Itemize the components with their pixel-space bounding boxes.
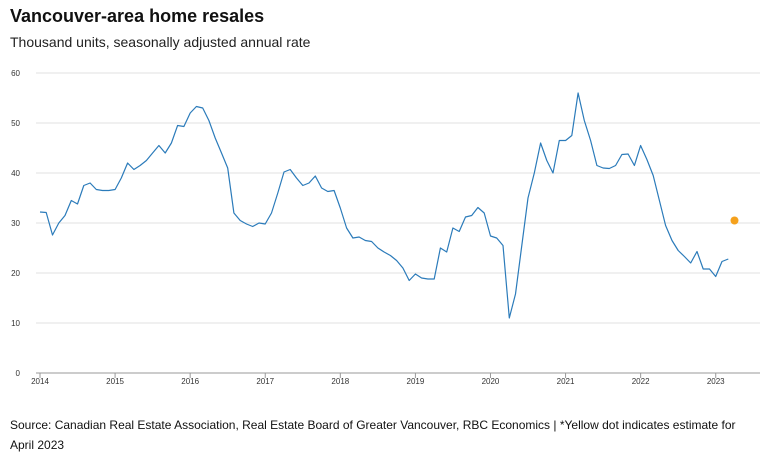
x-tick-label: 2015: [106, 377, 124, 386]
series-layer: [39, 92, 739, 319]
y-tick-label: 20: [11, 269, 20, 278]
series-line: [39, 92, 729, 319]
x-tick-label: 2023: [707, 377, 725, 386]
x-tick-label: 2022: [632, 377, 650, 386]
grid-lines: [36, 72, 760, 324]
chart-title: Vancouver-area home resales: [10, 6, 265, 26]
x-tick-label: 2019: [407, 377, 425, 386]
y-tick-label: 50: [11, 119, 20, 128]
estimate-dot: [730, 216, 739, 225]
x-tick-label: 2021: [557, 377, 575, 386]
y-tick-label: 10: [11, 319, 20, 328]
line-chart: 0 10 20 30 40 50 60 2014 2015 2016 2017 2018 2019 202…: [11, 69, 760, 386]
y-tick-label: 40: [11, 169, 20, 178]
x-tick-label: 2014: [31, 377, 49, 386]
chart-subtitle: Thousand units, seasonally adjusted annu…: [10, 34, 311, 50]
x-tick-label: 2016: [181, 377, 199, 386]
x-tick-label: 2017: [256, 377, 274, 386]
x-tick-label: 2018: [331, 377, 349, 386]
y-tick-label: 0: [16, 369, 21, 378]
y-tick-label: 60: [11, 69, 20, 78]
axes: 0 10 20 30 40 50 60 2014 2015 2016 2017 2018 2019 202…: [11, 69, 760, 386]
x-tick-label: 2020: [482, 377, 500, 386]
y-tick-label: 30: [11, 219, 20, 228]
source-note: Source: Canadian Real Estate Association…: [10, 418, 736, 452]
